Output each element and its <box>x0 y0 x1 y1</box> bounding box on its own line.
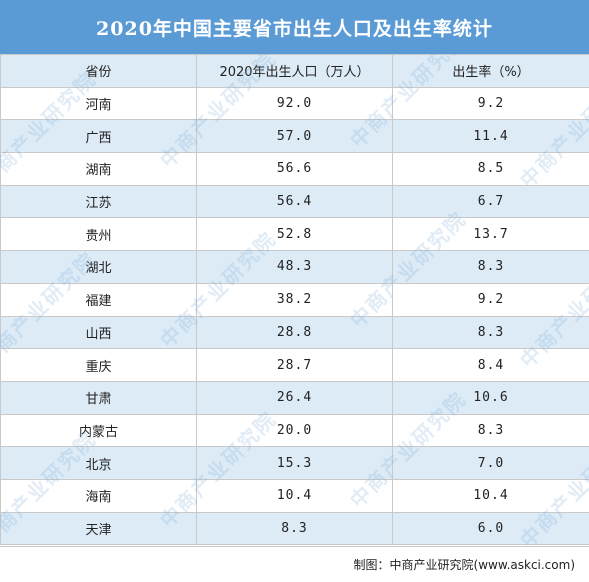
births-cell: 56.6 <box>196 152 393 186</box>
province-cell: 湖南 <box>0 152 197 186</box>
rate-cell: 6.7 <box>392 184 589 219</box>
births-cell: 28.7 <box>196 348 393 382</box>
table-row: 山西 28.8 8.3 <box>0 315 589 350</box>
rate-cell: 10.4 <box>392 478 589 513</box>
births-cell: 56.4 <box>196 184 393 219</box>
table-row: 重庆 28.7 8.4 <box>0 348 589 382</box>
table-row: 内蒙古 20.0 8.3 <box>0 413 589 448</box>
table-row: 甘肃 26.4 10.6 <box>0 380 589 415</box>
table-row: 贵州 52.8 13.7 <box>0 217 589 252</box>
rate-cell: 9.2 <box>392 282 589 317</box>
rate-cell: 6.0 <box>392 511 589 546</box>
births-cell: 38.2 <box>196 282 393 317</box>
rate-cell: 9.2 <box>392 86 589 121</box>
birth-rate-table: 省份 2020年出生人口（万人） 出生率（%） 河南 92.0 9.2 广西 57.0 1… <box>0 54 589 546</box>
rate-cell: 7.0 <box>392 446 589 480</box>
births-cell: 20.0 <box>196 413 393 448</box>
province-cell: 贵州 <box>0 217 197 252</box>
rate-cell: 8.4 <box>392 348 589 382</box>
table-row: 湖南 56.6 8.5 <box>0 152 589 186</box>
source-note: 制图：中商产业研究院(www.askci.com) <box>0 546 589 582</box>
province-cell: 海南 <box>0 478 197 513</box>
rate-cell: 8.3 <box>392 250 589 284</box>
province-cell: 重庆 <box>0 348 197 382</box>
province-cell: 甘肃 <box>0 380 197 415</box>
births-cell: 26.4 <box>196 380 393 415</box>
births-cell: 15.3 <box>196 446 393 480</box>
table-title: 2020年中国主要省市出生人口及出生率统计 <box>0 0 589 54</box>
header-births: 2020年出生人口（万人） <box>196 54 393 88</box>
table-row: 广西 57.0 11.4 <box>0 119 589 154</box>
rate-cell: 11.4 <box>392 119 589 154</box>
province-cell: 福建 <box>0 282 197 317</box>
table-row: 河南 92.0 9.2 <box>0 86 589 121</box>
province-cell: 江苏 <box>0 184 197 219</box>
births-cell: 57.0 <box>196 119 393 154</box>
province-cell: 湖北 <box>0 250 197 284</box>
births-cell: 10.4 <box>196 478 393 513</box>
rate-cell: 8.3 <box>392 315 589 350</box>
province-cell: 北京 <box>0 446 197 480</box>
province-cell: 山西 <box>0 315 197 350</box>
rate-cell: 10.6 <box>392 380 589 415</box>
province-cell: 广西 <box>0 119 197 154</box>
table-row: 江苏 56.4 6.7 <box>0 184 589 219</box>
births-cell: 92.0 <box>196 86 393 121</box>
births-cell: 48.3 <box>196 250 393 284</box>
table-row: 海南 10.4 10.4 <box>0 478 589 513</box>
province-cell: 内蒙古 <box>0 413 197 448</box>
header-row: 省份 2020年出生人口（万人） 出生率（%） <box>0 54 589 88</box>
province-cell: 河南 <box>0 86 197 121</box>
province-cell: 天津 <box>0 511 197 546</box>
births-cell: 8.3 <box>196 511 393 546</box>
table-row: 天津 8.3 6.0 <box>0 511 589 546</box>
births-cell: 52.8 <box>196 217 393 252</box>
rate-cell: 8.3 <box>392 413 589 448</box>
rate-cell: 13.7 <box>392 217 589 252</box>
header-province: 省份 <box>0 54 197 88</box>
births-cell: 28.8 <box>196 315 393 350</box>
table-row: 北京 15.3 7.0 <box>0 446 589 480</box>
table-row: 湖北 48.3 8.3 <box>0 250 589 284</box>
rate-cell: 8.5 <box>392 152 589 186</box>
table-row: 福建 38.2 9.2 <box>0 282 589 317</box>
header-rate: 出生率（%） <box>392 54 589 88</box>
